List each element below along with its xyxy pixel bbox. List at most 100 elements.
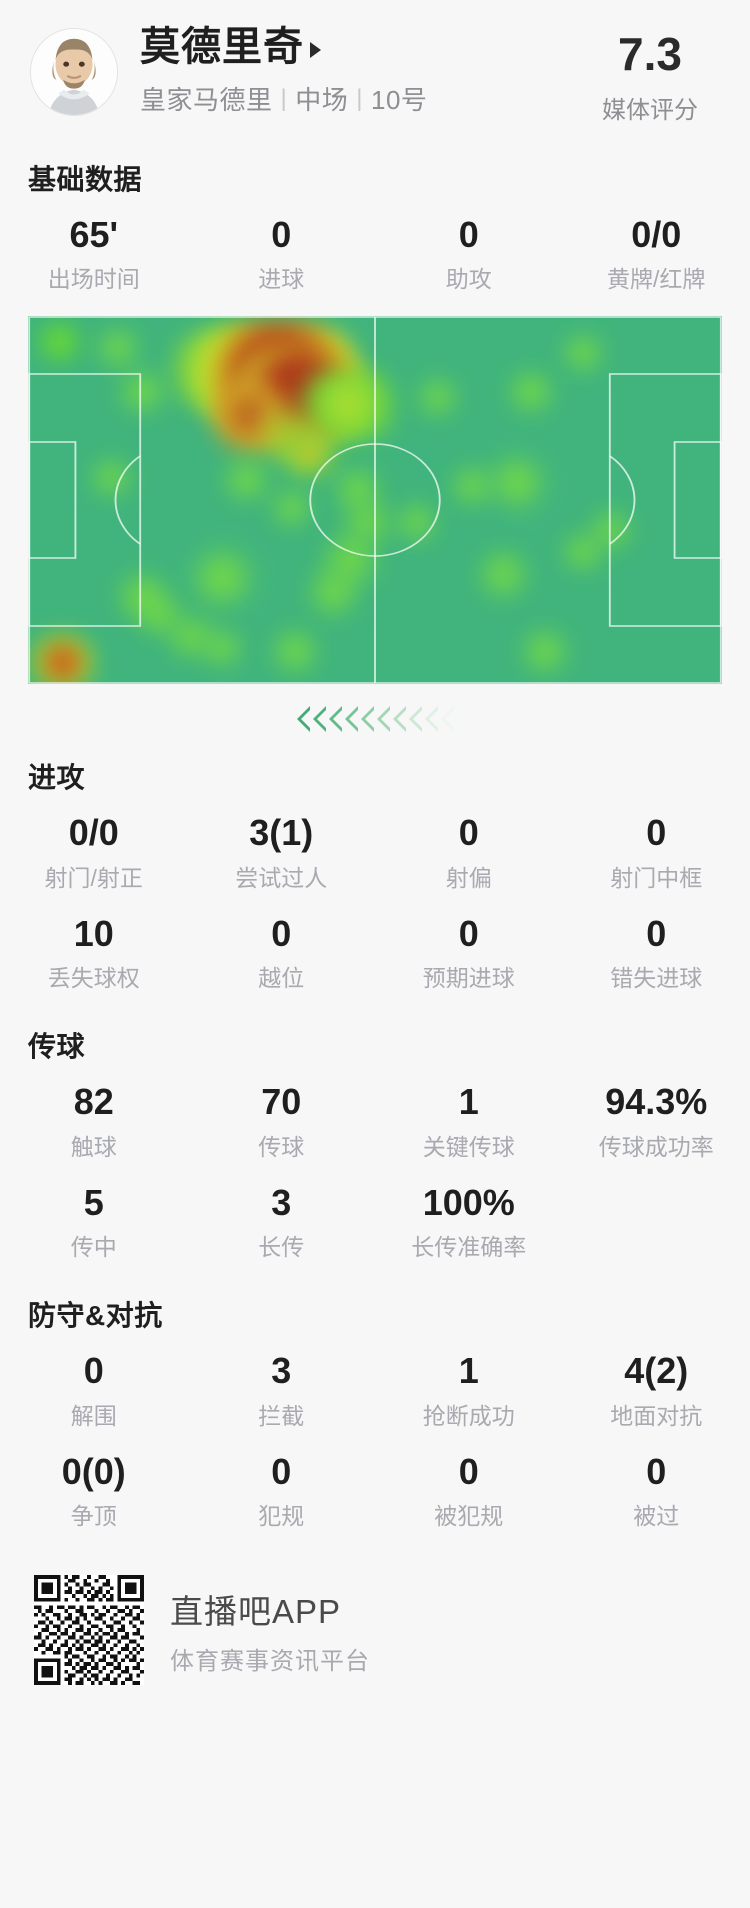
stat-label: 传球 (258, 1133, 305, 1160)
pitch-lines-icon (28, 316, 722, 685)
stat-label: 犯规 (258, 1503, 305, 1530)
stat-value: 0(0) (61, 1450, 126, 1492)
stat-label: 被犯规 (434, 1503, 504, 1530)
section-title-basic: 基础数据 (28, 164, 143, 195)
stat-assists: 0 助攻 (375, 208, 563, 308)
rating-label: 媒体评分 (602, 97, 698, 125)
stat-value: 94.3% (605, 1081, 708, 1123)
stat-label: 错失进球 (610, 965, 703, 992)
stat-label: 长传 (258, 1234, 305, 1261)
player-team: 皇家马德里 (140, 85, 273, 115)
stat-touches: 82 触球 (0, 1075, 188, 1175)
stat-value: 10 (73, 912, 114, 954)
stat-offside: 0 越位 (188, 907, 376, 1007)
stat-passes: 70 传球 (188, 1075, 376, 1175)
stat-value: 3 (271, 1350, 292, 1392)
player-identity: 莫德里奇 皇家马德里 | 中场 | 10号 (118, 22, 586, 117)
pitch-heatmap[interactable] (28, 316, 722, 685)
app-promo-text: 直播吧APP 体育赛事资讯平台 (144, 1585, 370, 1676)
stat-label: 触球 (70, 1133, 117, 1160)
stat-fouls: 0 犯规 (188, 1445, 376, 1545)
stat-label: 拦截 (258, 1402, 305, 1429)
stat-long-balls: 3 长传 (188, 1176, 376, 1276)
stat-woodwork: 0 射门中框 (563, 806, 750, 906)
player-name-row[interactable]: 莫德里奇 (140, 26, 586, 68)
media-rating: 7.3 媒体评分 (586, 22, 726, 125)
stat-big-chances-missed: 0 错失进球 (563, 907, 750, 1007)
passing-stats-row-1: 82 触球 70 传球 1 关键传球 94.3% 传球成功率 (0, 1075, 750, 1175)
meta-separator-1: | (280, 84, 288, 112)
attack-direction-left-chevrons (28, 684, 722, 738)
stat-label: 预期进球 (422, 965, 515, 992)
stat-dribbles: 3(1) 尝试过人 (188, 806, 376, 906)
stat-label: 射门/射正 (44, 864, 143, 891)
passing-stats-row-2: 5 传中 3 长传 100% 长传准确率 (0, 1176, 750, 1276)
defense-stats-row-1: 0 解围 3 拦截 1 抢断成功 4(2) 地面对抗 (0, 1344, 750, 1444)
attack-stats-row-1: 0/0 射门/射正 3(1) 尝试过人 0 射偏 0 射门中框 (0, 806, 750, 906)
stat-shots: 0/0 射门/射正 (0, 806, 188, 906)
heatmap-container (0, 308, 750, 738)
stat-label: 尝试过人 (235, 864, 328, 891)
page-title: 莫德里奇 (140, 25, 304, 69)
qr-code-icon[interactable] (34, 1575, 144, 1686)
stat-value: 3 (271, 1181, 292, 1223)
stat-value: 0 (271, 214, 292, 255)
stat-value: 0/0 (631, 214, 682, 255)
stat-value: 0/0 (68, 812, 119, 854)
stat-label: 地面对抗 (610, 1402, 703, 1429)
stat-fouled: 0 被犯规 (375, 1445, 563, 1545)
stat-label: 出场时间 (47, 266, 140, 293)
stat-ground-duels: 4(2) 地面对抗 (563, 1344, 750, 1444)
stat-label: 争顶 (70, 1503, 117, 1530)
section-title-defense: 防守&对抗 (28, 1300, 163, 1332)
stat-label: 进球 (258, 266, 305, 293)
stat-value: 1 (458, 1350, 479, 1392)
stat-value: 0 (458, 214, 479, 255)
stat-label: 射偏 (445, 864, 492, 891)
stat-label: 丢失球权 (47, 965, 140, 992)
player-position: 中场 (295, 85, 349, 115)
stat-cards: 0/0 黄牌/红牌 (563, 208, 750, 308)
stat-label: 射门中框 (610, 864, 703, 891)
stat-value: 82 (73, 1081, 114, 1123)
stat-value: 0 (271, 912, 292, 954)
stat-aerial-duels: 0(0) 争顶 (0, 1445, 188, 1545)
stat-xg: 0 预期进球 (375, 907, 563, 1007)
stat-value: 4(2) (624, 1350, 689, 1392)
stat-crosses: 5 传中 (0, 1176, 188, 1276)
app-name: 直播吧APP (170, 1592, 342, 1630)
stat-value: 0 (271, 1450, 292, 1492)
stat-interceptions: 3 拦截 (188, 1344, 376, 1444)
avatar[interactable] (30, 28, 118, 116)
stat-label: 越位 (258, 965, 305, 992)
stat-spacer (563, 1176, 750, 1276)
stat-value: 100% (422, 1181, 515, 1223)
heat-blobs (28, 316, 722, 685)
stat-label: 关键传球 (422, 1133, 515, 1160)
stat-possession-lost: 10 丢失球权 (0, 907, 188, 1007)
stat-value: 0 (646, 1450, 667, 1492)
player-portrait-icon (31, 29, 117, 115)
stat-value: 0 (458, 912, 479, 954)
player-shirt-number: 10号 (371, 85, 428, 115)
rating-value: 7.3 (618, 28, 682, 80)
stat-label: 助攻 (445, 266, 492, 293)
stat-label: 被过 (633, 1503, 680, 1530)
stat-key-passes: 1 关键传球 (375, 1075, 563, 1175)
play-triangle-icon[interactable] (310, 42, 321, 58)
stat-value: 0 (83, 1350, 104, 1392)
stat-goals: 0 进球 (188, 208, 376, 308)
stat-label: 解围 (70, 1402, 117, 1429)
stat-pass-accuracy: 94.3% 传球成功率 (563, 1075, 750, 1175)
app-tagline: 体育赛事资讯平台 (170, 1647, 370, 1675)
attack-stats-row-2: 10 丢失球权 0 越位 0 预期进球 0 错失进球 (0, 907, 750, 1007)
player-header: 莫德里奇 皇家马德里 | 中场 | 10号 7.3 媒体评分 (0, 0, 750, 140)
stat-minutes: 65' 出场时间 (0, 208, 188, 308)
stat-long-ball-accuracy: 100% 长传准确率 (375, 1176, 563, 1276)
section-title-passing: 传球 (28, 1031, 86, 1063)
stat-tackles-won: 1 抢断成功 (375, 1344, 563, 1444)
stat-clearances: 0 解围 (0, 1344, 188, 1444)
stat-value: 70 (261, 1081, 302, 1123)
stat-value: 3(1) (249, 812, 314, 854)
